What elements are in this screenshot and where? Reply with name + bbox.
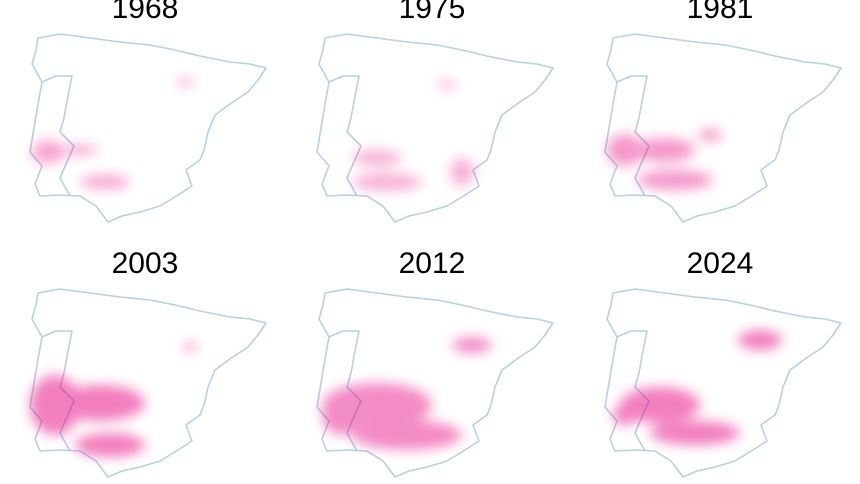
panel-title: 2003 [112,247,179,280]
panel: 1968 [29,0,267,223]
panel: 2012 [316,247,554,478]
panel: 1981 [604,0,842,223]
panel-title: 2012 [399,247,466,280]
panel: 2003 [29,247,267,478]
panel-title: 1968 [112,0,179,25]
panel-title: 2024 [687,247,754,280]
panel: 1975 [316,0,554,223]
panel-title: 1981 [687,0,754,25]
panel: 2024 [604,247,842,478]
panel-title: 1975 [399,0,466,25]
